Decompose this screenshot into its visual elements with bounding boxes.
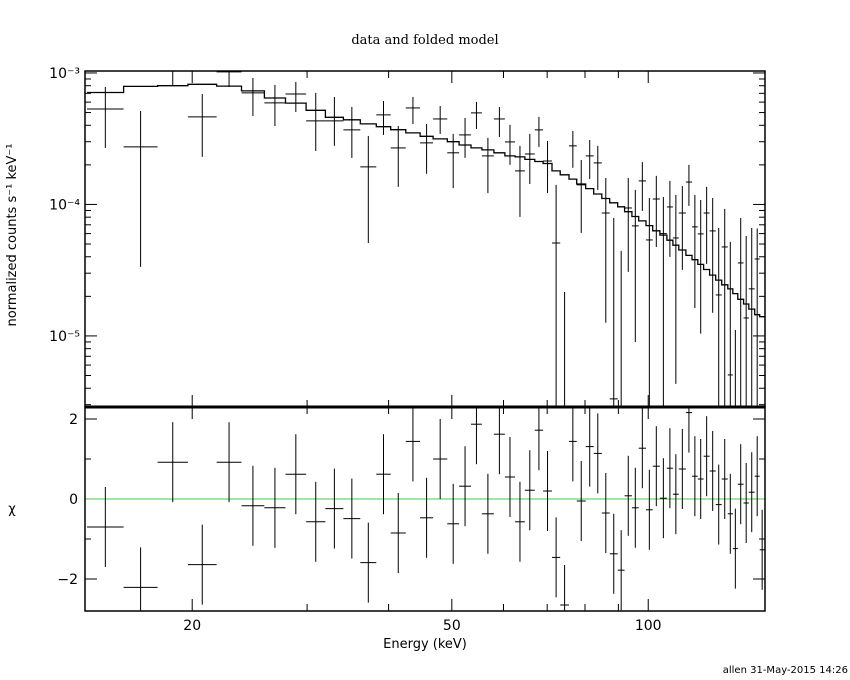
y-tick-label-lower: 0 [69, 492, 78, 508]
y-axis-label-lower: χ [8, 502, 16, 517]
y-tick-label-upper: 10⁻³ [49, 66, 80, 82]
lower-panel [85, 407, 765, 611]
y-tick-label-upper: 10⁻⁴ [49, 197, 80, 213]
upper-panel [87, 71, 765, 407]
chart-title: data and folded model [351, 33, 498, 48]
y-tick-label-lower: 2 [69, 412, 78, 428]
x-tick-label: 50 [443, 618, 461, 634]
y-axis-label-upper: normalized counts s⁻¹ keV⁻¹ [5, 144, 20, 327]
model-step-line [87, 83, 765, 318]
x-tick-label: 100 [635, 618, 662, 634]
y-tick-label-upper: 10⁻⁵ [49, 329, 80, 345]
x-axis-label: Energy (keV) [383, 637, 467, 652]
x-tick-label: 20 [183, 618, 201, 634]
y-tick-label-lower: −2 [57, 572, 78, 588]
footer-timestamp: allen 31-May-2015 14:26 [723, 665, 848, 676]
